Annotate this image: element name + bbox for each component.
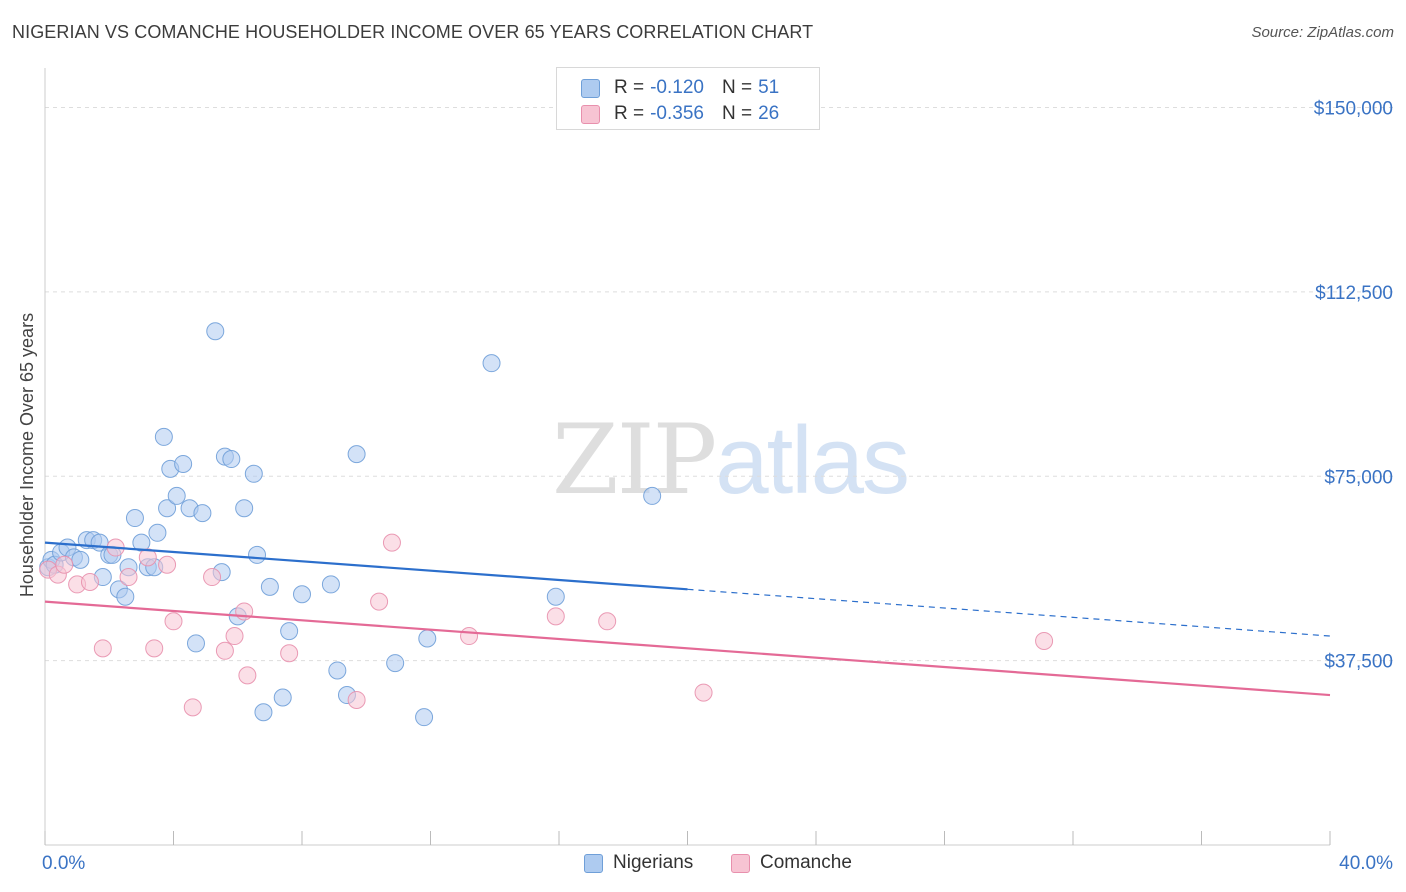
correlation-legend: R = -0.120 N = 51 R = -0.356 N = 26 <box>556 67 820 130</box>
n-value: 26 <box>758 103 780 124</box>
n-value: 51 <box>758 77 780 98</box>
comanche-point <box>93 639 112 658</box>
comanche-point <box>55 555 74 574</box>
grid-lines <box>45 107 1395 662</box>
nigerians-point <box>321 575 340 594</box>
nigerians-point <box>415 708 434 727</box>
source-credit: Source: ZipAtlas.com <box>1251 24 1394 41</box>
chart-title: NIGERIAN VS COMANCHE HOUSEHOLDER INCOME … <box>12 22 814 42</box>
comanche-point <box>382 533 401 552</box>
comanche-point <box>164 612 183 631</box>
nigerians-point <box>293 585 311 604</box>
r-value: -0.356 <box>650 103 704 124</box>
comanche-point <box>119 568 138 587</box>
r-label: R = <box>614 103 645 124</box>
nigerians-point <box>260 577 279 596</box>
y-tick-label: $37,500 <box>1324 652 1393 673</box>
watermark: ZIPatlas <box>552 404 910 516</box>
comanche-point <box>546 607 565 626</box>
n-label: N = <box>721 77 753 98</box>
nigerians-point <box>206 322 225 341</box>
nigerians-point <box>280 622 299 641</box>
n-label: N = <box>721 103 753 124</box>
nigerians-point <box>167 486 186 505</box>
r-label: R = <box>614 77 645 98</box>
comanche-point <box>183 698 202 717</box>
x-tick-label: 40.0% <box>1339 853 1393 874</box>
comanche-point <box>238 666 257 685</box>
comanche-point <box>370 592 389 611</box>
nigerians-point <box>254 703 273 722</box>
nigerians-point <box>125 509 144 528</box>
nigerians-point <box>154 427 173 446</box>
nigerians-point <box>328 661 347 680</box>
nigerians-point <box>244 464 263 483</box>
nigerians-swatch <box>581 78 600 98</box>
legend-row-nigerians: R = -0.120 N = 51 <box>581 76 779 100</box>
comanche-point <box>225 627 244 646</box>
comanche-point <box>203 568 222 587</box>
legend-row-comanche: R = -0.356 N = 26 <box>581 102 779 126</box>
nigerians-point <box>71 550 90 569</box>
comanche-point <box>215 641 234 660</box>
nigerians-point <box>186 634 205 653</box>
y-tick-label: $75,000 <box>1324 467 1393 488</box>
r-value: -0.120 <box>650 77 704 98</box>
nigerians-point <box>546 587 565 606</box>
y-axis-title: Householder Income Over 65 years <box>17 313 37 597</box>
axes <box>44 68 1331 846</box>
comanche-point <box>80 572 99 591</box>
data-points <box>39 322 1054 727</box>
comanche-point <box>598 612 617 631</box>
x-tick-label: 0.0% <box>42 853 85 874</box>
nigerians-point <box>386 654 405 673</box>
nigerians-swatch <box>584 853 603 873</box>
nigerians-point <box>347 445 366 464</box>
y-tick-label: $150,000 <box>1314 99 1393 120</box>
legend-label-nigerians: Nigerians <box>613 852 694 873</box>
nigerians-point <box>418 629 437 648</box>
nigerians-point <box>116 587 135 606</box>
nigerians-trend-line <box>44 541 688 591</box>
nigerians-point <box>248 545 267 564</box>
nigerians-point <box>235 499 254 518</box>
legend-item-comanche[interactable]: Comanche <box>731 852 852 874</box>
comanche-point <box>1035 631 1054 650</box>
comanche-point <box>145 639 164 658</box>
series-legend: Nigerians Comanche <box>0 852 1406 878</box>
legend-item-nigerians[interactable]: Nigerians <box>584 852 693 874</box>
nigerians-point <box>174 454 193 473</box>
comanche-point <box>460 627 479 646</box>
comanche-point <box>280 644 299 663</box>
comanche-point <box>158 555 177 574</box>
watermark-zip: ZIP <box>552 404 717 516</box>
comanche-point <box>347 690 366 709</box>
comanche-swatch <box>731 853 750 873</box>
legend-label-comanche: Comanche <box>760 852 852 873</box>
nigerians-trend-extension <box>687 588 1331 637</box>
trend-lines <box>44 541 1331 697</box>
comanche-point <box>138 548 157 567</box>
nigerians-point <box>482 354 501 373</box>
nigerians-point <box>643 486 662 505</box>
nigerians-point <box>222 450 241 469</box>
watermark-atlas: atlas <box>715 407 910 514</box>
axis-labels: $37,500 $75,000 $112,500 $150,000 0.0% 40.0% H… <box>17 99 1393 875</box>
y-tick-label: $112,500 <box>1315 283 1393 304</box>
comanche-point <box>694 683 713 702</box>
nigerians-point <box>273 688 292 707</box>
nigerians-point <box>148 523 167 542</box>
comanche-trend-line <box>44 600 1331 697</box>
nigerians-point <box>158 499 177 518</box>
comanche-swatch <box>581 104 600 124</box>
nigerians-point <box>193 504 212 523</box>
